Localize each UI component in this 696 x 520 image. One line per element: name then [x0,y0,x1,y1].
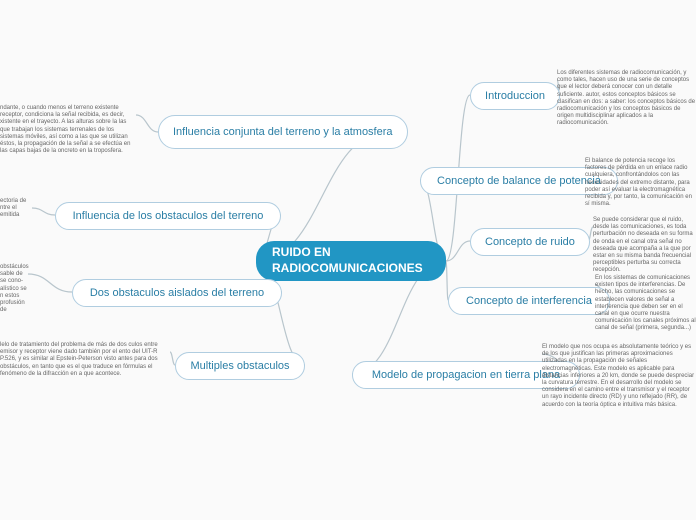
branch-desc-influencia-obstaculos: ectoria de ntre el emitida [0,198,32,220]
branch-label: Influencia de los obstaculos del terreno [73,209,264,223]
branch-ruido[interactable]: Concepto de ruido [470,228,590,256]
branch-introduccion[interactable]: Introduccion [470,82,560,110]
branch-label: Introduccion [485,89,545,103]
branch-label: Dos obstaculos aislados del terreno [90,286,264,300]
branch-label: Influencia conjunta del terreno y la atm… [173,125,393,139]
branch-label: Modelo de propagacion en tierra plana [372,368,560,382]
branch-label: Concepto de balance de potencia [437,174,601,188]
branch-desc-dos-obstaculos: obstáculos sable de se cono- alístico se… [0,264,28,314]
branch-desc-ruido: Se puede considerar que el ruido, desde … [593,217,696,275]
branch-desc-introduccion: Los diferentes sistemas de radiocomunica… [557,70,696,128]
branch-label: Multiples obstaculos [190,359,289,373]
branch-label: Concepto de ruido [485,235,575,249]
branch-desc-propagacion: El modelo que nos ocupa es absolutamente… [542,344,696,409]
branch-desc-influencia-conjunta: ndante, o cuando menos el terreno existe… [0,105,136,155]
branch-multiples[interactable]: Multiples obstaculos [175,352,305,380]
branch-influencia-conjunta[interactable]: Influencia conjunta del terreno y la atm… [158,115,408,149]
root-node[interactable]: RUIDO EN RADIOCOMUNICACIONES [256,241,446,281]
branch-desc-multiples: lelo de tratamiento del problema de más … [0,342,170,378]
root-label: RUIDO EN RADIOCOMUNICACIONES [272,245,430,276]
branch-dos-obstaculos[interactable]: Dos obstaculos aislados del terreno [72,279,282,307]
branch-desc-interferencia: En los sistemas de comunicaciones existe… [595,275,696,333]
branch-label: Concepto de interferencia [466,294,592,308]
branch-interferencia[interactable]: Concepto de interferencia [448,287,610,315]
branch-desc-balance: El balance de potencia recoge los factor… [585,158,696,208]
branch-influencia-obstaculos[interactable]: Influencia de los obstaculos del terreno [55,202,281,230]
